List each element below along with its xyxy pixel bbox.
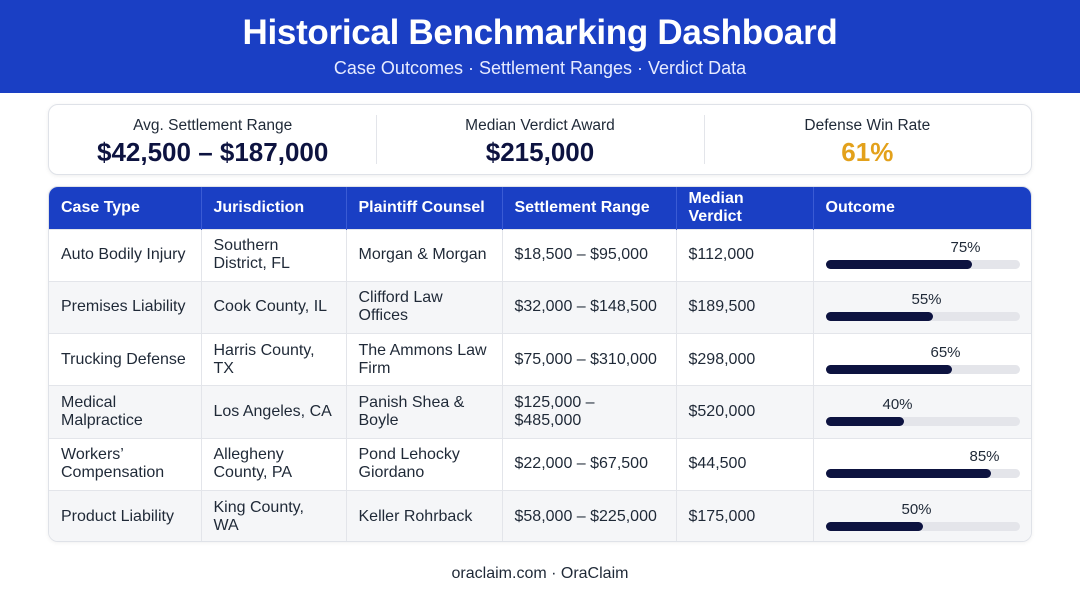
table-row[interactable]: Premises Liability Cook County, IL Cliffor… [49,280,1031,334]
jurisdiction-cell: Los Angeles, CA [201,385,347,439]
outcome-bar-track [825,469,1020,479]
column-header[interactable]: Plaintiff Counsel [346,187,503,229]
settlement-range-cell: $32,000 – $148,500 [502,280,677,334]
table-row[interactable]: Auto Bodily Injury Southern District, FL M… [49,228,1031,282]
outcome-bar-track [825,312,1020,322]
kpi-value: $42,500 – $187,000 [96,137,329,167]
plaintiff-counsel-cell: Keller Rohrback [346,489,503,541]
column-header[interactable]: Outcome [813,187,1031,229]
table-row[interactable]: Workers’ Compensation Allegheny County, P… [49,437,1031,491]
outcome-bar-fill [825,312,933,322]
outcome-bar-track [825,364,1020,374]
table-header-row: Case Type Jurisdiction Plaintiff Counsel… [49,187,1031,229]
outcome-percent-label: 55% [911,291,942,309]
jurisdiction-cell: King County, WA [201,489,347,541]
case-type-cell: Premises Liability [49,280,202,334]
outcome-bar-fill [825,521,923,531]
settlement-range-cell: $58,000 – $225,000 [502,489,677,541]
outcome-cell: 40% [813,385,1031,439]
kpi-defense-win-rate: Defense Win Rate 61% [703,105,1031,174]
settlement-range-cell: $22,000 – $67,500 [502,437,677,491]
plaintiff-counsel-cell: Panish Shea & Boyle [346,385,503,439]
kpi-label: Avg. Settlement Range [133,117,293,134]
column-header[interactable]: Jurisdiction [201,187,347,229]
median-verdict-cell: $520,000 [676,385,814,439]
kpi-avg-settlement: Avg. Settlement Range $42,500 – $187,000 [49,105,376,174]
jurisdiction-cell: Cook County, IL [201,280,347,334]
outcome-bar: 40% [825,394,1020,430]
outcome-percent-label: 65% [930,343,961,361]
page-subtitle: Case Outcomes · Settlement Ranges · Verd… [333,58,747,78]
plaintiff-counsel-cell: Clifford Law Offices [346,280,503,334]
jurisdiction-cell: Allegheny County, PA [201,437,347,491]
case-type-cell: Medical Malpractice [49,385,202,439]
column-header[interactable]: Median Verdict [676,187,814,229]
outcome-bar-fill [825,260,972,270]
kpi-value: 61% [841,137,894,167]
outcome-percent-label: 50% [901,500,932,518]
column-header[interactable]: Case Type [49,187,202,229]
outcome-cell: 50% [813,489,1031,541]
table-row[interactable]: Medical Malpractice Los Angeles, CA Panish… [49,385,1031,439]
outcome-bar: 50% [825,499,1020,535]
dashboard-header: Historical Benchmarking Dashboard Case O… [0,0,1080,93]
median-verdict-cell: $189,500 [676,280,814,334]
outcome-cell: 55% [813,280,1031,334]
outcome-percent-label: 85% [969,448,1000,466]
table-row[interactable]: Product Liability King County, WA Keller R… [49,489,1031,541]
median-verdict-cell: $298,000 [676,333,814,386]
case-type-cell: Product Liability [49,489,202,541]
page-title: Historical Benchmarking Dashboard [242,13,838,52]
plaintiff-counsel-cell: The Ammons Law Firm [346,333,503,386]
outcome-bar: 65% [825,342,1020,378]
plaintiff-counsel-cell: Morgan & Morgan [346,228,503,282]
outcome-bar-track [825,521,1020,531]
table-row[interactable]: Trucking Defense Harris County, TX The Amm… [49,333,1031,386]
plaintiff-counsel-cell: Pond Lehocky Giordano [346,437,503,491]
footer-credit: oraclaim.com · OraClaim [451,565,629,582]
benchmark-table-card: Case Type Jurisdiction Plaintiff Counsel… [48,186,1032,542]
jurisdiction-cell: Southern District, FL [201,228,347,282]
jurisdiction-cell: Harris County, TX [201,333,347,386]
outcome-cell: 75% [813,228,1031,282]
outcome-bar-fill [825,469,991,479]
outcome-bar-track [825,417,1020,427]
outcome-percent-label: 75% [950,239,981,257]
column-header[interactable]: Settlement Range [502,187,677,229]
kpi-summary-card: Avg. Settlement Range $42,500 – $187,000… [48,104,1032,175]
outcome-percent-label: 40% [882,396,913,414]
case-type-cell: Auto Bodily Injury [49,228,202,282]
outcome-bar: 75% [825,237,1020,273]
benchmark-table: Case Type Jurisdiction Plaintiff Counsel… [49,187,1031,541]
kpi-median-verdict: Median Verdict Award $215,000 [376,105,703,174]
outcome-cell: 85% [813,437,1031,491]
settlement-range-cell: $75,000 – $310,000 [502,333,677,386]
outcome-cell: 65% [813,333,1031,386]
kpi-label: Defense Win Rate [804,117,931,134]
median-verdict-cell: $44,500 [676,437,814,491]
median-verdict-cell: $175,000 [676,489,814,541]
outcome-bar-fill [825,417,904,427]
median-verdict-cell: $112,000 [676,228,814,282]
kpi-value: $215,000 [485,137,595,167]
kpi-label: Median Verdict Award [465,117,615,134]
case-type-cell: Trucking Defense [49,333,202,386]
case-type-cell: Workers’ Compensation [49,437,202,491]
outcome-bar: 55% [825,289,1020,325]
outcome-bar: 85% [825,446,1020,482]
settlement-range-cell: $18,500 – $95,000 [502,228,677,282]
outcome-bar-fill [825,364,952,374]
outcome-bar-track [825,260,1020,270]
settlement-range-cell: $125,000 – $485,000 [502,385,677,439]
